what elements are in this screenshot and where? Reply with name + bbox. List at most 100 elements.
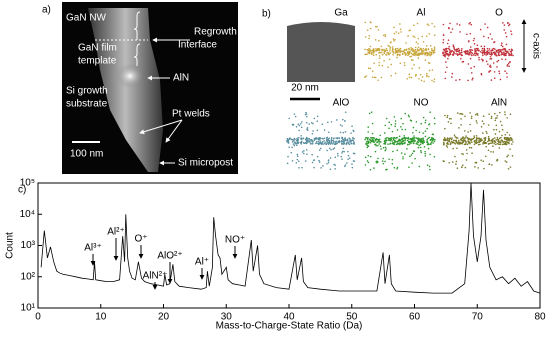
atom xyxy=(341,152,343,154)
atom xyxy=(321,142,323,145)
atom xyxy=(353,138,355,140)
atom xyxy=(430,141,433,144)
atom xyxy=(466,143,469,146)
atom xyxy=(327,143,330,146)
x-tick-label: 70 xyxy=(472,312,484,323)
atom xyxy=(467,140,469,143)
atom xyxy=(370,140,373,142)
atom xyxy=(391,140,393,142)
atom xyxy=(422,52,425,55)
atom xyxy=(372,52,374,54)
atom xyxy=(490,66,492,68)
atom xyxy=(484,23,486,25)
atom xyxy=(370,52,373,54)
atom xyxy=(403,49,406,51)
atom xyxy=(493,71,496,73)
atom xyxy=(447,121,450,123)
atom xyxy=(427,143,430,146)
atom xyxy=(424,119,427,122)
atom xyxy=(506,65,509,67)
map-label: AlN xyxy=(491,98,507,109)
atom xyxy=(385,47,388,50)
atom xyxy=(453,47,456,50)
atom xyxy=(447,39,450,42)
atom xyxy=(393,139,396,142)
atom xyxy=(500,49,503,51)
atom xyxy=(499,50,501,53)
atom xyxy=(296,144,298,146)
atom xyxy=(481,139,483,141)
atom xyxy=(316,155,319,158)
atom xyxy=(495,139,498,141)
atom xyxy=(467,79,469,82)
atom xyxy=(450,31,452,34)
annotation: template xyxy=(78,56,117,67)
atom xyxy=(487,135,490,138)
atom xyxy=(490,79,493,81)
atom xyxy=(481,120,484,122)
atom xyxy=(417,42,419,45)
atom xyxy=(442,38,445,41)
atom xyxy=(496,66,498,68)
atom xyxy=(413,135,415,137)
atom xyxy=(342,147,345,150)
atom xyxy=(429,111,431,114)
atom xyxy=(398,142,401,145)
atom xyxy=(413,139,416,141)
map-label: NO xyxy=(414,98,429,109)
atom xyxy=(502,48,504,51)
atom xyxy=(477,137,480,140)
atom xyxy=(485,155,487,158)
atom xyxy=(450,117,452,120)
atom xyxy=(302,141,305,144)
atom xyxy=(506,117,509,119)
atom xyxy=(380,51,383,54)
atom xyxy=(451,72,454,75)
atom xyxy=(404,128,407,131)
atom xyxy=(311,161,314,164)
atom xyxy=(478,49,480,52)
atom xyxy=(448,139,451,142)
atom xyxy=(493,142,495,145)
panel-label: c) xyxy=(18,185,26,196)
atom xyxy=(412,131,414,134)
atom xyxy=(371,70,374,72)
atom xyxy=(383,48,385,51)
atom xyxy=(409,119,412,121)
atom xyxy=(396,166,399,169)
atom xyxy=(344,140,346,142)
atom xyxy=(394,123,397,125)
atom xyxy=(384,132,386,134)
atom xyxy=(410,48,413,51)
atom xyxy=(433,140,436,143)
atom xyxy=(488,137,490,140)
atom xyxy=(491,164,493,166)
atom xyxy=(445,144,448,147)
atom xyxy=(461,152,463,155)
atom xyxy=(428,69,431,72)
atom xyxy=(346,138,349,141)
atom xyxy=(306,141,309,143)
atom xyxy=(353,152,356,155)
atom xyxy=(433,51,436,54)
atom xyxy=(456,147,458,150)
atom xyxy=(450,140,453,143)
atom xyxy=(484,137,487,139)
atom xyxy=(381,64,384,67)
atom xyxy=(472,77,474,80)
atom xyxy=(364,48,366,51)
atom xyxy=(347,154,350,157)
atom xyxy=(388,50,391,52)
atom xyxy=(336,152,339,155)
atom xyxy=(409,155,411,158)
atom xyxy=(466,33,468,36)
annotation: GaN film xyxy=(78,43,117,54)
atom xyxy=(305,113,308,116)
atom xyxy=(446,42,449,45)
atom xyxy=(399,23,401,25)
atom xyxy=(498,48,501,51)
atom xyxy=(369,67,372,70)
atom xyxy=(375,53,378,56)
atom xyxy=(469,50,472,53)
atom xyxy=(293,139,295,141)
